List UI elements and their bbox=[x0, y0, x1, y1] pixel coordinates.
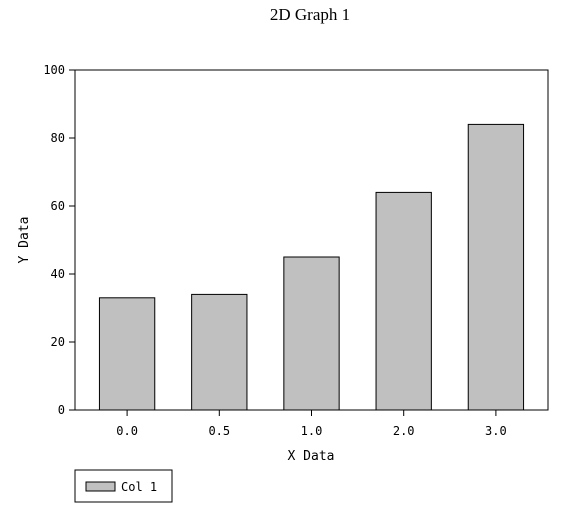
y-tick-label: 0 bbox=[58, 403, 65, 417]
x-axis-label: X Data bbox=[288, 449, 335, 464]
x-tick-label: 2.0 bbox=[393, 424, 415, 438]
y-axis-label: Y Data bbox=[17, 217, 32, 264]
bar bbox=[98, 297, 156, 411]
y-tick-label: 100 bbox=[43, 63, 65, 77]
y-tick-label: 40 bbox=[51, 267, 65, 281]
legend-label: Col 1 bbox=[121, 480, 157, 494]
x-tick-label: 1.0 bbox=[301, 424, 323, 438]
bar bbox=[375, 191, 432, 411]
chart-title: 2D Graph 1 bbox=[270, 5, 350, 24]
y-tick-label: 60 bbox=[51, 199, 65, 213]
legend: Col 1 bbox=[74, 469, 173, 503]
y-axis: 0 20 40 60 80 100 bbox=[43, 63, 75, 417]
x-tick-label: 3.0 bbox=[485, 424, 507, 438]
y-tick-label: 20 bbox=[51, 335, 65, 349]
y-tick-label: 80 bbox=[51, 131, 65, 145]
x-tick-label: 0.0 bbox=[116, 424, 138, 438]
bar bbox=[467, 123, 525, 411]
bar bbox=[283, 256, 340, 411]
bar-series bbox=[98, 123, 525, 411]
x-axis: 0.0 0.5 1.0 2.0 3.0 bbox=[116, 410, 507, 438]
legend-swatch bbox=[85, 481, 116, 492]
bar bbox=[191, 293, 248, 411]
x-tick-label: 0.5 bbox=[208, 424, 230, 438]
